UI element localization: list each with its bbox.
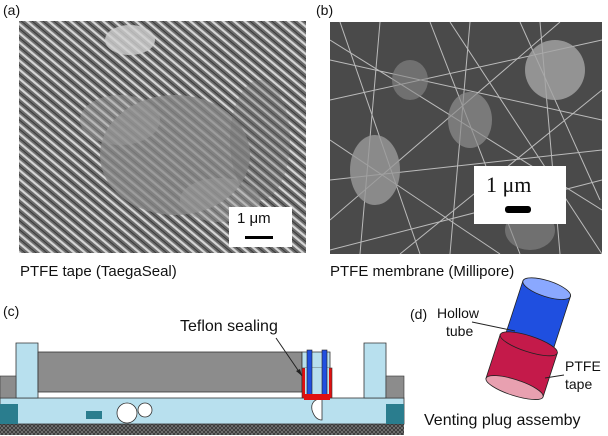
annotation-teflon-sealing: Teflon sealing xyxy=(180,318,278,335)
channel-layer xyxy=(0,397,405,425)
panel-label-d: (d) xyxy=(410,306,428,322)
label-hollow-tube-1: Hollow xyxy=(437,305,480,321)
caption-b: PTFE membrane (Millipore) xyxy=(330,263,515,280)
panel-label-a: (a) xyxy=(3,2,21,18)
panel-label-c: (c) xyxy=(3,303,20,319)
scale-bar-label-a: 1 μm xyxy=(237,210,271,227)
scale-bar-box-a xyxy=(229,207,292,247)
base-substrate xyxy=(0,424,404,435)
label-hollow-tube-2: tube xyxy=(446,323,474,339)
scale-bar-a xyxy=(245,236,273,239)
scale-bar-b xyxy=(505,206,531,213)
label-ptfe-tape-2: tape xyxy=(565,376,593,392)
label-ptfe-tape-1: PTFE xyxy=(565,358,601,374)
chip-body xyxy=(37,351,303,393)
scale-bar-box-b xyxy=(474,166,566,224)
caption-d: Venting plug assemby xyxy=(424,412,581,429)
panel-label-b: (b) xyxy=(316,2,334,18)
caption-a: PTFE tape (TaegaSeal) xyxy=(20,263,177,280)
scale-bar-label-b: 1 μm xyxy=(486,172,532,197)
